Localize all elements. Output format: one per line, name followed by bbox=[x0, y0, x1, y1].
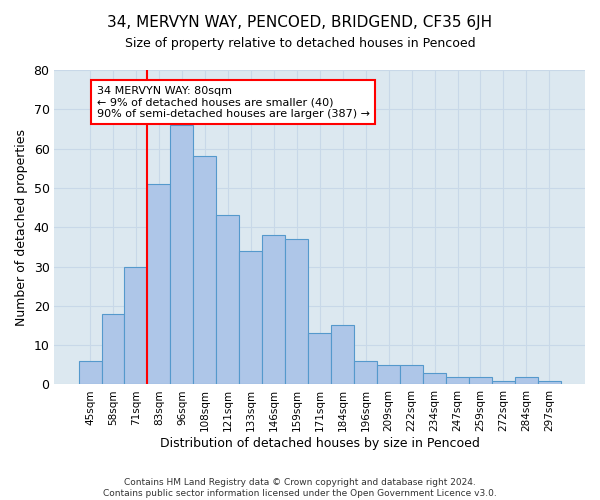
Bar bbox=[262, 235, 285, 384]
Bar bbox=[331, 326, 354, 384]
Bar bbox=[538, 380, 561, 384]
Bar bbox=[148, 184, 170, 384]
Y-axis label: Number of detached properties: Number of detached properties bbox=[15, 128, 28, 326]
Bar bbox=[239, 251, 262, 384]
Bar bbox=[515, 376, 538, 384]
Bar bbox=[217, 216, 239, 384]
Bar bbox=[79, 361, 101, 384]
Text: 34, MERVYN WAY, PENCOED, BRIDGEND, CF35 6JH: 34, MERVYN WAY, PENCOED, BRIDGEND, CF35 … bbox=[107, 15, 493, 30]
Bar bbox=[193, 156, 217, 384]
Bar bbox=[492, 380, 515, 384]
Bar bbox=[423, 372, 446, 384]
Bar bbox=[400, 365, 423, 384]
Text: 34 MERVYN WAY: 80sqm
← 9% of detached houses are smaller (40)
90% of semi-detach: 34 MERVYN WAY: 80sqm ← 9% of detached ho… bbox=[97, 86, 370, 119]
Bar bbox=[377, 365, 400, 384]
Text: Size of property relative to detached houses in Pencoed: Size of property relative to detached ho… bbox=[125, 38, 475, 51]
Bar bbox=[170, 125, 193, 384]
Bar bbox=[124, 266, 148, 384]
Bar bbox=[469, 376, 492, 384]
Text: Contains HM Land Registry data © Crown copyright and database right 2024.
Contai: Contains HM Land Registry data © Crown c… bbox=[103, 478, 497, 498]
X-axis label: Distribution of detached houses by size in Pencoed: Distribution of detached houses by size … bbox=[160, 437, 479, 450]
Bar bbox=[101, 314, 124, 384]
Bar bbox=[285, 239, 308, 384]
Bar bbox=[446, 376, 469, 384]
Bar bbox=[308, 334, 331, 384]
Bar bbox=[354, 361, 377, 384]
